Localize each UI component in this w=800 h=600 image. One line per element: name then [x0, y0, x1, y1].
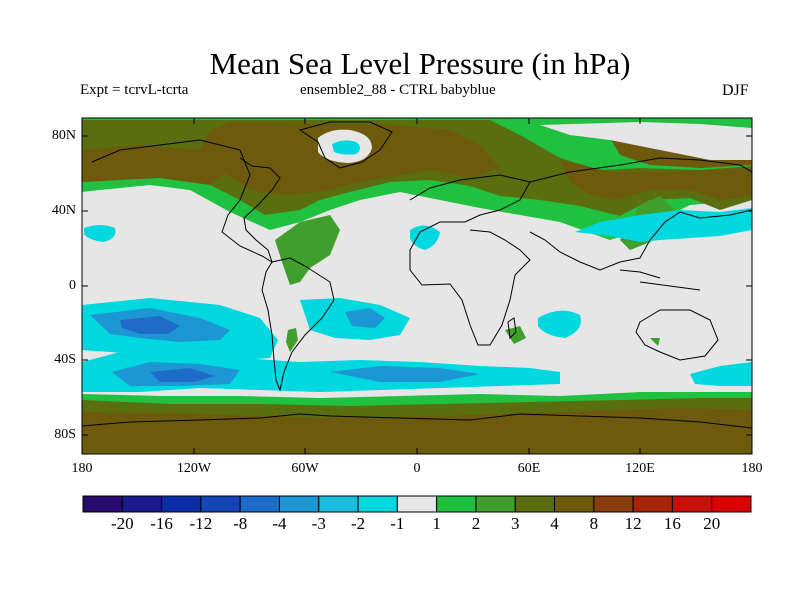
- colorbar-label: 3: [510, 514, 520, 533]
- colorbar-label: -8: [233, 514, 248, 533]
- indonesia-coast: [619, 269, 701, 291]
- axis-ticks: [82, 118, 752, 454]
- coastlines: [82, 121, 752, 429]
- colorbar-label: -16: [150, 514, 173, 533]
- north-pacific-brown-region: [82, 145, 230, 185]
- colorbar-swatch: [632, 495, 673, 513]
- asia-coast: [529, 157, 752, 271]
- greenland-coast: [298, 121, 393, 169]
- australia-coast: [635, 309, 719, 361]
- colorbar-label: 4: [550, 514, 559, 533]
- ensemble-label: ensemble2_88 - CTRL babyblue: [300, 82, 496, 98]
- colorbar-swatch: [278, 495, 320, 513]
- x-tick-label: 60E: [517, 461, 541, 476]
- colorbar-swatch: [554, 495, 595, 513]
- colorbar-swatch: [436, 495, 477, 513]
- experiment-label: Expt = tcrvL-tcrta: [80, 82, 189, 98]
- north-america-coast: [91, 139, 281, 264]
- colorbar-swatch: [161, 495, 202, 513]
- madagascar-coast: [507, 317, 517, 340]
- x-tick-label: 120W: [176, 461, 212, 476]
- south-atlantic-blue-region: [345, 308, 385, 328]
- colorbar-swatch: [239, 495, 280, 513]
- colorbar: [82, 495, 752, 513]
- madagascar-green-blob: [505, 326, 526, 344]
- colorbar-label: -2: [350, 514, 366, 533]
- south-indian-cyan-region: [538, 310, 581, 338]
- x-tick-label: 180: [741, 461, 763, 476]
- colorbar-swatch: [82, 495, 123, 513]
- southern-deep-blue-left: [150, 368, 215, 382]
- colorbar-swatch: [396, 495, 438, 513]
- colorbar-label: 12: [624, 514, 642, 533]
- colorbar-swatch: [200, 495, 241, 513]
- colorbar-label: -4: [272, 514, 287, 533]
- colorbar-label: 20: [703, 514, 721, 533]
- greenland-cyan-pocket: [332, 140, 360, 155]
- south-america-coast: [261, 257, 335, 392]
- colorbar-label: -12: [189, 514, 213, 533]
- south-pacific-deep-blue-region: [120, 316, 180, 334]
- map-title: Mean Sea Level Pressure (in hPa): [209, 46, 631, 81]
- colorbar-label: -20: [110, 514, 134, 533]
- y-tick-label: 40S: [54, 352, 76, 367]
- colorbar-swatch: [318, 495, 359, 513]
- colorbar-label: 16: [663, 514, 681, 533]
- pacific-neutral-region: [540, 122, 752, 160]
- colorbar-swatch: [357, 495, 398, 513]
- colorbar-label: 8: [589, 514, 599, 533]
- x-tick-label: 0: [413, 461, 421, 476]
- colorbar-label: -3: [311, 514, 326, 533]
- colorbar-swatch: [593, 495, 634, 513]
- southern-cyan-ring-east: [690, 362, 752, 386]
- y-tick-label: 40N: [51, 203, 76, 218]
- europe-africa-coast: [409, 174, 531, 346]
- colorbar-swatch: [711, 495, 752, 513]
- south-america-green-blob: [286, 328, 298, 352]
- y-tick-label: 0: [69, 278, 76, 293]
- y-tick-label: 80S: [54, 427, 76, 442]
- x-tick-label: 60W: [291, 461, 319, 476]
- colorbar-label: -1: [390, 514, 405, 533]
- season-label: DJF: [722, 82, 749, 99]
- y-tick-label: 80N: [51, 128, 76, 143]
- eurasia-brown-region: [560, 160, 752, 200]
- colorbar-label: 1: [432, 514, 441, 533]
- antarctic-brown-band: [82, 408, 752, 454]
- southern-blue-band-mid: [330, 366, 480, 382]
- australia-green-blob: [650, 338, 660, 346]
- east-pacific-cyan-blob: [84, 225, 116, 242]
- west-pacific-cyan-band: [575, 208, 752, 242]
- colorbar-swatch: [475, 495, 516, 513]
- x-tick-label: 120E: [625, 461, 655, 476]
- north-atlantic-cyan-blob: [410, 225, 440, 250]
- x-tick-label: 180: [71, 461, 93, 476]
- colorbar-swatch: [514, 495, 556, 513]
- colorbar-swatch: [121, 495, 163, 513]
- colorbar-swatch: [671, 495, 713, 513]
- colorbar-label: 2: [471, 514, 481, 533]
- atlantic-green-tongue: [275, 215, 340, 285]
- antarctica-coast: [82, 413, 752, 429]
- pressure-field: [82, 118, 752, 454]
